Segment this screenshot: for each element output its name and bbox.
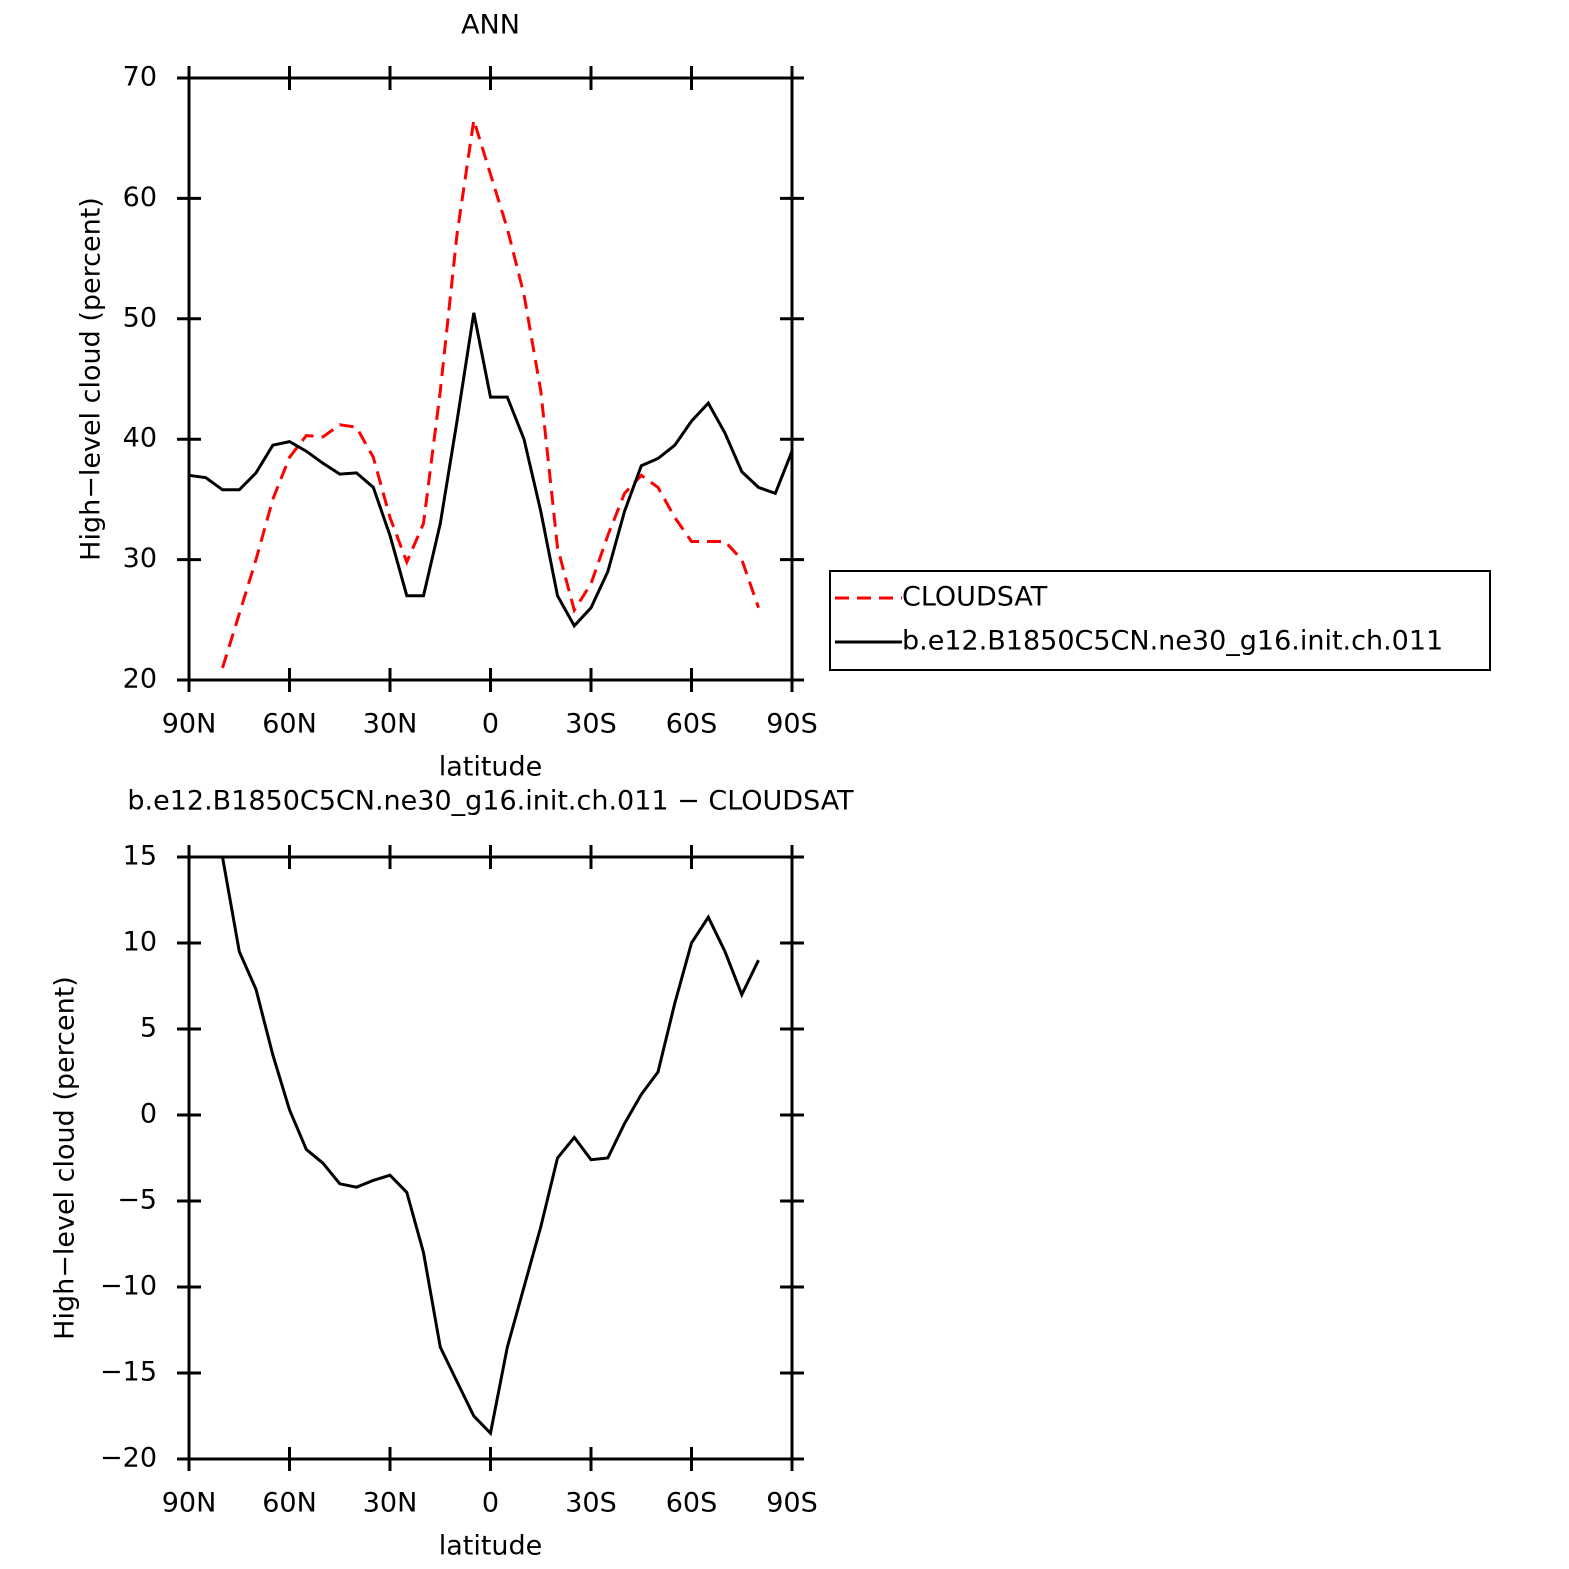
- x-tick-label: 60N: [262, 709, 317, 740]
- y-tick-label: −5: [117, 1185, 157, 1216]
- x-tick-label: 30S: [565, 709, 617, 740]
- x-tick-label: 0: [482, 1488, 499, 1519]
- y-tick-label: 60: [123, 182, 157, 213]
- chart-title: b.e12.B1850C5CN.ne30_g16.init.ch.011 − C…: [127, 786, 854, 817]
- y-tick-label: −10: [100, 1271, 157, 1302]
- x-axis-label: latitude: [439, 1531, 543, 1562]
- y-tick-label: 5: [140, 1013, 157, 1044]
- y-tick-label: −15: [100, 1357, 157, 1388]
- y-tick-label: 10: [123, 927, 157, 958]
- x-tick-label: 60N: [262, 1488, 317, 1519]
- y-tick-label: 40: [123, 423, 157, 454]
- x-tick-label: 30S: [565, 1488, 617, 1519]
- y-tick-label: −20: [100, 1443, 157, 1474]
- y-tick-label: 0: [140, 1099, 157, 1130]
- y-tick-label: 20: [123, 664, 157, 695]
- x-tick-label: 0: [482, 709, 499, 740]
- y-tick-label: 50: [123, 302, 157, 333]
- x-tick-label: 90N: [162, 709, 217, 740]
- legend-box: [829, 570, 1491, 671]
- legend-label: CLOUDSAT: [902, 582, 1048, 613]
- x-axis-label: latitude: [439, 752, 543, 783]
- legend-label: b.e12.B1850C5CN.ne30_g16.init.ch.011: [902, 626, 1443, 657]
- x-tick-label: 30N: [363, 1488, 418, 1519]
- y-tick-label: 30: [123, 543, 157, 574]
- x-tick-label: 60S: [666, 709, 718, 740]
- y-tick-label: 70: [123, 62, 157, 93]
- x-tick-label: 90S: [766, 1488, 818, 1519]
- data-line: [221, 119, 760, 669]
- data-line: [188, 312, 794, 629]
- x-tick-label: 90S: [766, 709, 818, 740]
- x-tick-label: 30N: [363, 709, 418, 740]
- y-tick-label: 15: [123, 841, 157, 872]
- data-line: [221, 856, 760, 1437]
- x-tick-label: 90N: [162, 1488, 217, 1519]
- plot-frame: [187, 855, 794, 1461]
- x-tick-label: 60S: [666, 1488, 718, 1519]
- plot-frame: [187, 76, 794, 682]
- chart-title: ANN: [461, 10, 520, 41]
- y-axis-label: High−level cloud (percent): [50, 976, 81, 1340]
- y-axis-label: High−level cloud (percent): [76, 197, 107, 561]
